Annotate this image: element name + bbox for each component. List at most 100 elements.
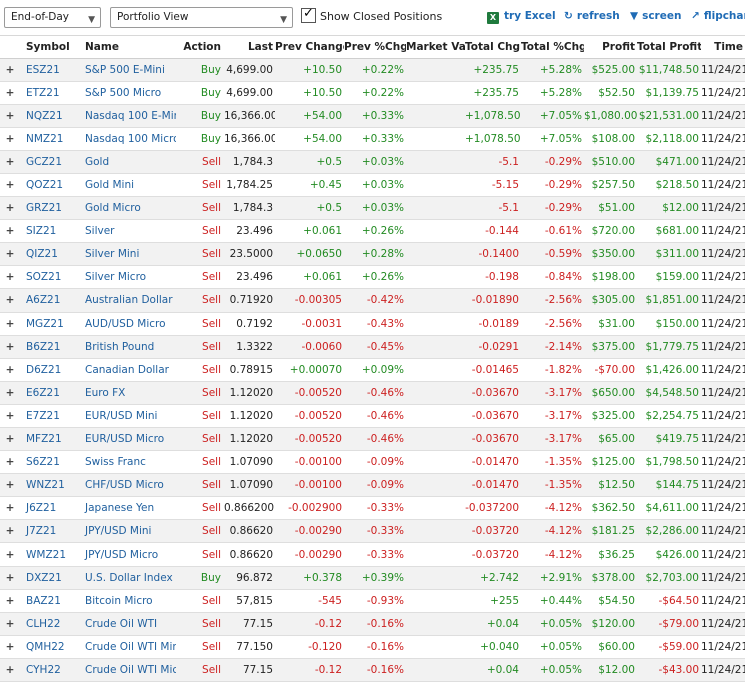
table-row[interactable]: + MGZ21 AUD/USD Micro Sell 0.7192 -0.0031 -0.4… (0, 312, 745, 336)
table-row[interactable]: + SOZ21 Silver Micro Sell 23.496 +0.061 +0.26%… (0, 265, 745, 290)
expand-row-icon[interactable]: + (0, 612, 20, 636)
name-link[interactable]: S&P 500 E-Mini (80, 58, 176, 82)
name-link[interactable]: AUD/USD Micro (80, 312, 176, 336)
table-row[interactable]: + E6Z21 Euro FX Sell 1.12020 -0.00520 -0.46% -0… (0, 381, 745, 405)
expand-row-icon[interactable]: + (0, 542, 20, 567)
column-header-time[interactable]: Time (701, 36, 745, 59)
symbol-link[interactable]: SOZ21 (20, 265, 80, 290)
symbol-link[interactable]: A6Z21 (20, 288, 80, 313)
expand-row-icon[interactable]: + (0, 104, 20, 128)
column-header-profit[interactable]: Profit (584, 36, 637, 59)
table-row[interactable]: + A6Z21 Australian Dollar Sell 0.71920 -0.003… (0, 288, 745, 313)
expand-row-icon[interactable]: + (0, 589, 20, 613)
symbol-link[interactable]: S6Z21 (20, 450, 80, 475)
column-header-name[interactable]: Name (80, 36, 176, 59)
table-row[interactable]: + B6Z21 British Pound Sell 1.3322 -0.0060 -0.4… (0, 335, 745, 359)
name-link[interactable]: Crude Oil WTI Mini (80, 635, 176, 659)
table-row[interactable]: + SIZ21 Silver Sell 23.496 +0.061 +0.26% -0.144… (0, 219, 745, 244)
expand-row-icon[interactable]: + (0, 519, 20, 544)
name-link[interactable]: JPY/USD Micro (80, 542, 176, 567)
table-row[interactable]: + QIZ21 Silver Mini Sell 23.5000 +0.0650 +0.28… (0, 242, 745, 267)
name-link[interactable]: Silver (80, 219, 176, 244)
symbol-link[interactable]: D6Z21 (20, 358, 80, 382)
symbol-link[interactable]: ESZ21 (20, 58, 80, 82)
symbol-link[interactable]: MFZ21 (20, 427, 80, 452)
symbol-link[interactable]: WNZ21 (20, 473, 80, 498)
name-link[interactable]: Silver Micro (80, 265, 176, 290)
table-row[interactable]: + S6Z21 Swiss Franc Sell 1.07090 -0.00100 -0.0… (0, 450, 745, 475)
name-link[interactable]: Nasdaq 100 Micro (80, 127, 176, 151)
table-row[interactable]: + J6Z21 Japanese Yen Sell 0.866200 -0.002900-… (0, 496, 745, 521)
symbol-link[interactable]: NMZ21 (20, 127, 80, 151)
symbol-link[interactable]: CLH22 (20, 612, 80, 636)
table-row[interactable]: + CLH22 Crude Oil WTI Sell 77.15 -0.12 -0.16% +… (0, 612, 745, 636)
symbol-link[interactable]: MGZ21 (20, 312, 80, 336)
refresh-button[interactable]: ↻ refresh (564, 10, 620, 22)
expand-row-icon[interactable]: + (0, 566, 20, 590)
symbol-link[interactable]: SIZ21 (20, 219, 80, 244)
column-header-total-chg[interactable]: Total Chg (465, 36, 521, 59)
name-link[interactable]: Crude Oil WTI Micro (80, 658, 176, 683)
name-link[interactable]: Australian Dollar (80, 288, 176, 313)
name-link[interactable]: Japanese Yen (80, 496, 176, 521)
name-link[interactable]: Gold Micro (80, 196, 176, 221)
table-row[interactable]: + QMH22 Crude Oil WTI Mini Sell 77.150 -0.120… (0, 635, 745, 659)
table-row[interactable]: + QOZ21 Gold Mini Sell 1,784.25 +0.45 +0.03% -5… (0, 173, 745, 198)
table-row[interactable]: + WMZ21 JPY/USD Micro Sell 0.86620 -0.00290 -0… (0, 542, 745, 567)
name-link[interactable]: Euro FX (80, 381, 176, 405)
name-link[interactable]: EUR/USD Micro (80, 427, 176, 452)
table-row[interactable]: + MFZ21 EUR/USD Micro Sell 1.12020 -0.00520 -0… (0, 427, 745, 452)
table-row[interactable]: + BAZ21 Bitcoin Micro Sell 57,815 -545 -0.93% +… (0, 589, 745, 613)
symbol-link[interactable]: B6Z21 (20, 335, 80, 359)
table-row[interactable]: + ETZ21 S&P 500 Micro Buy 4,699.00 +10.50 +0.2… (0, 81, 745, 105)
table-row[interactable]: + J7Z21 JPY/USD Mini Sell 0.86620 -0.00290 -0.… (0, 519, 745, 544)
symbol-link[interactable]: GCZ21 (20, 150, 80, 174)
expand-row-icon[interactable]: + (0, 358, 20, 382)
symbol-link[interactable]: NQZ21 (20, 104, 80, 128)
symbol-link[interactable]: DXZ21 (20, 566, 80, 590)
expand-row-icon[interactable]: + (0, 381, 20, 405)
column-header-total-pct-chg[interactable]: Total %Chg (521, 36, 584, 59)
name-link[interactable]: Gold (80, 150, 176, 174)
expand-row-icon[interactable]: + (0, 219, 20, 244)
expand-row-icon[interactable]: + (0, 473, 20, 498)
table-row[interactable]: + DXZ21 U.S. Dollar Index Buy 96.872 +0.378 +0… (0, 566, 745, 590)
column-header-total-profit[interactable]: Total Profit (637, 36, 701, 59)
table-row[interactable]: + NMZ21 Nasdaq 100 Micro Buy 16,366.00 +54.00… (0, 127, 745, 151)
symbol-link[interactable]: QIZ21 (20, 242, 80, 267)
symbol-link[interactable]: J6Z21 (20, 496, 80, 521)
expand-row-icon[interactable]: + (0, 242, 20, 267)
screen-button[interactable]: ▼ screen (630, 10, 681, 22)
symbol-link[interactable]: QMH22 (20, 635, 80, 659)
expand-row-icon[interactable]: + (0, 173, 20, 198)
table-row[interactable]: + GCZ21 Gold Sell 1,784.3 +0.5 +0.03% -5.1 -0.29… (0, 150, 745, 174)
column-header-action[interactable]: Action (176, 36, 224, 59)
name-link[interactable]: U.S. Dollar Index (80, 566, 176, 590)
column-header-market-val[interactable]: Market Val (406, 36, 465, 59)
symbol-link[interactable]: QOZ21 (20, 173, 80, 198)
name-link[interactable]: CHF/USD Micro (80, 473, 176, 498)
show-closed-label[interactable]: Show Closed Positions (320, 10, 443, 23)
expand-row-icon[interactable]: + (0, 427, 20, 452)
table-row[interactable]: + GRZ21 Gold Micro Sell 1,784.3 +0.5 +0.03% -5.… (0, 196, 745, 221)
name-link[interactable]: Gold Mini (80, 173, 176, 198)
expand-row-icon[interactable]: + (0, 196, 20, 221)
name-link[interactable]: Canadian Dollar (80, 358, 176, 382)
expand-row-icon[interactable]: + (0, 635, 20, 659)
expand-row-icon[interactable]: + (0, 658, 20, 683)
symbol-link[interactable]: GRZ21 (20, 196, 80, 221)
name-link[interactable]: Swiss Franc (80, 450, 176, 475)
expand-row-icon[interactable]: + (0, 496, 20, 521)
column-header-symbol[interactable]: Symbol (20, 36, 80, 59)
name-link[interactable]: Silver Mini (80, 242, 176, 267)
name-link[interactable]: Nasdaq 100 E-Mini (80, 104, 176, 128)
expand-row-icon[interactable]: + (0, 312, 20, 336)
expand-row-icon[interactable]: + (0, 58, 20, 82)
expand-row-icon[interactable]: + (0, 288, 20, 313)
view-select[interactable]: End-of-Day ▼ (4, 7, 101, 28)
expand-row-icon[interactable]: + (0, 150, 20, 174)
symbol-link[interactable]: ETZ21 (20, 81, 80, 105)
column-header-prev-change[interactable]: Prev Change (275, 36, 344, 59)
